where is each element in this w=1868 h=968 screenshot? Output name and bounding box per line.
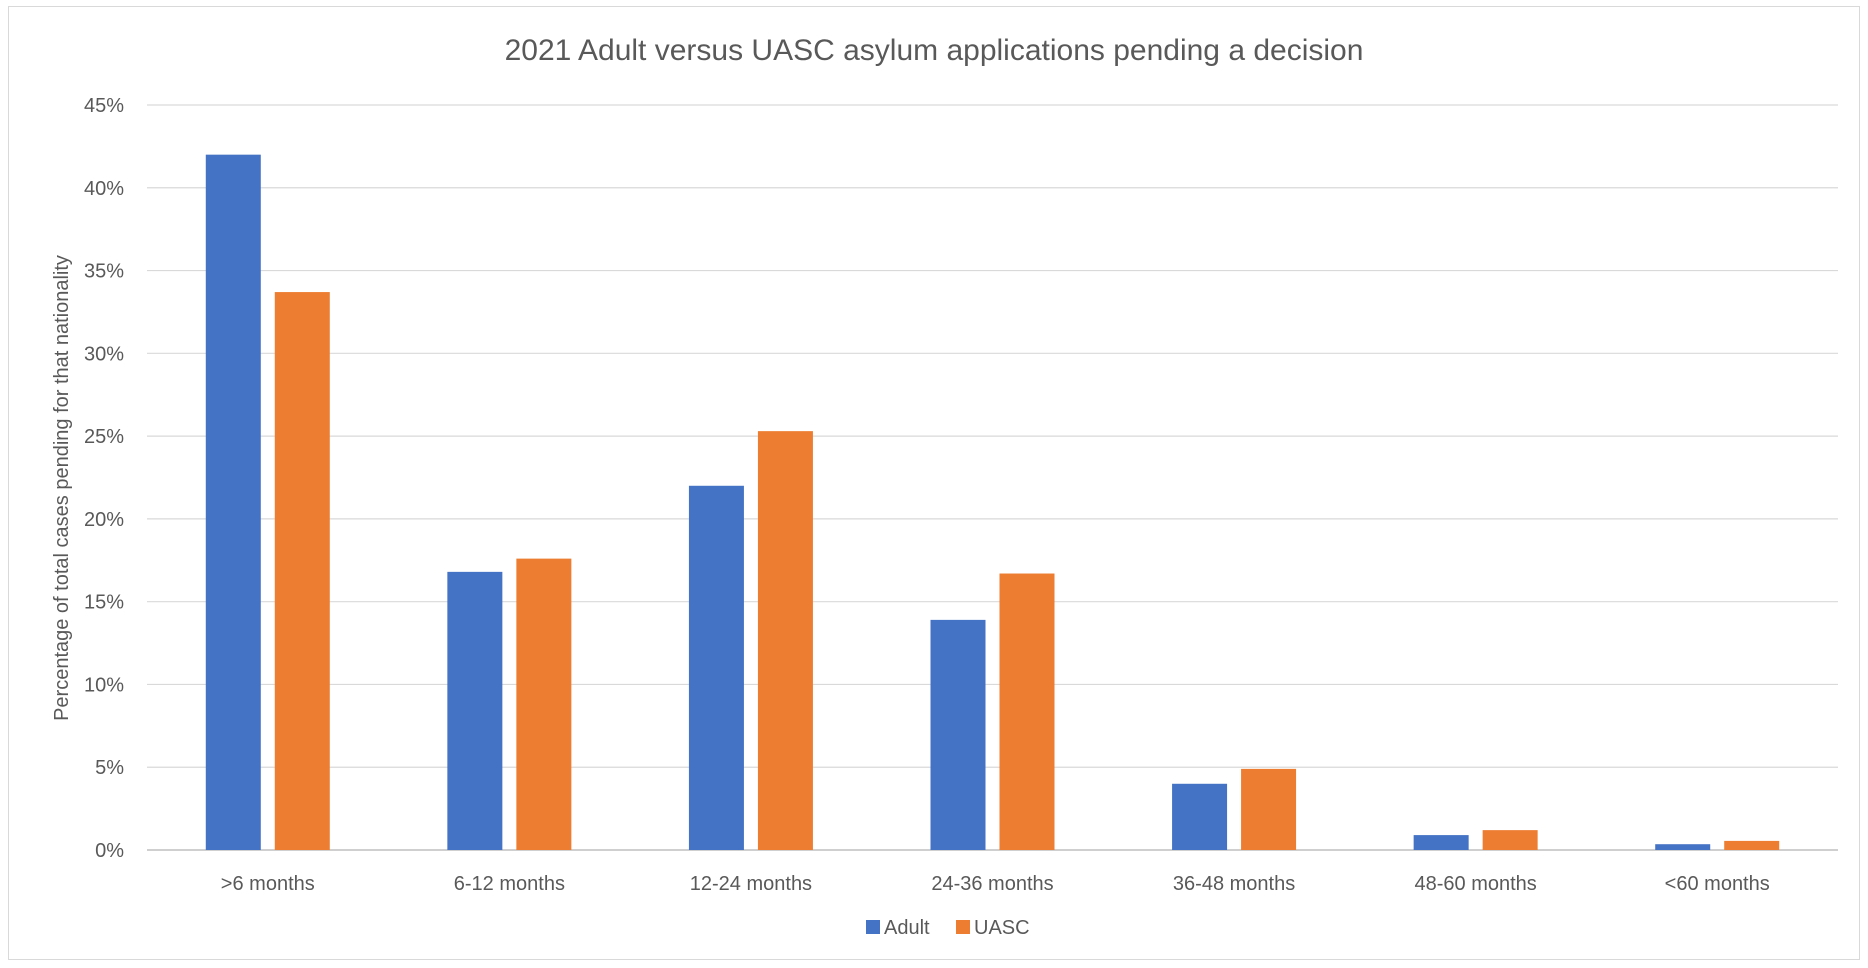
x-tick-label: 36-48 months (1173, 873, 1295, 895)
bar-adult (930, 619, 986, 850)
x-tick-label: >6 months (221, 873, 315, 895)
y-tick-label: 35% (84, 261, 124, 283)
bar-adult (205, 154, 261, 850)
y-tick-label: 25% (84, 426, 124, 448)
y-tick-label: 45% (84, 95, 124, 117)
x-tick-label: 24-36 months (931, 873, 1053, 895)
legend-label-uasc: UASC (974, 917, 1030, 939)
y-tick-label: 20% (84, 509, 124, 531)
gridlines (147, 104, 1838, 768)
y-tick-label: 40% (84, 178, 124, 200)
y-tick-label: 5% (95, 757, 124, 779)
bar-uasc (1241, 768, 1297, 850)
bar-adult (1655, 844, 1711, 850)
bar-uasc (516, 558, 572, 850)
x-tick-label: <60 months (1665, 873, 1770, 895)
bar-uasc (274, 292, 330, 851)
chart-title: 2021 Adult versus UASC asylum applicatio… (505, 34, 1364, 67)
bar-adult (1172, 783, 1228, 850)
y-axis-label: Percentage of total cases pending for th… (51, 255, 73, 721)
bar-uasc (1724, 840, 1780, 850)
bar-uasc (757, 431, 813, 850)
bar-uasc (1482, 830, 1538, 850)
y-axis-ticks: 0% 5% 10% 15% 20% 25% 30% 35% 40% 45% (84, 95, 124, 862)
bar-uasc (999, 573, 1055, 850)
x-tick-label: 48-60 months (1414, 873, 1536, 895)
bar-adult (1413, 835, 1469, 850)
x-tick-label: 12-24 months (690, 873, 812, 895)
y-tick-label: 10% (84, 674, 124, 696)
legend-swatch-uasc (956, 920, 970, 934)
bars (205, 154, 1780, 851)
legend-label-adult: Adult (884, 917, 930, 939)
legend-swatch-adult (866, 920, 880, 934)
x-axis-ticks: >6 months 6-12 months 12-24 months 24-36 mo… (221, 873, 1770, 895)
y-tick-label: 15% (84, 592, 124, 614)
legend: Adult UASC (866, 917, 1030, 939)
bar-adult (447, 571, 503, 850)
y-tick-label: 30% (84, 343, 124, 365)
bar-adult (688, 485, 744, 850)
y-tick-label: 0% (95, 840, 124, 862)
x-tick-label: 6-12 months (454, 873, 565, 895)
